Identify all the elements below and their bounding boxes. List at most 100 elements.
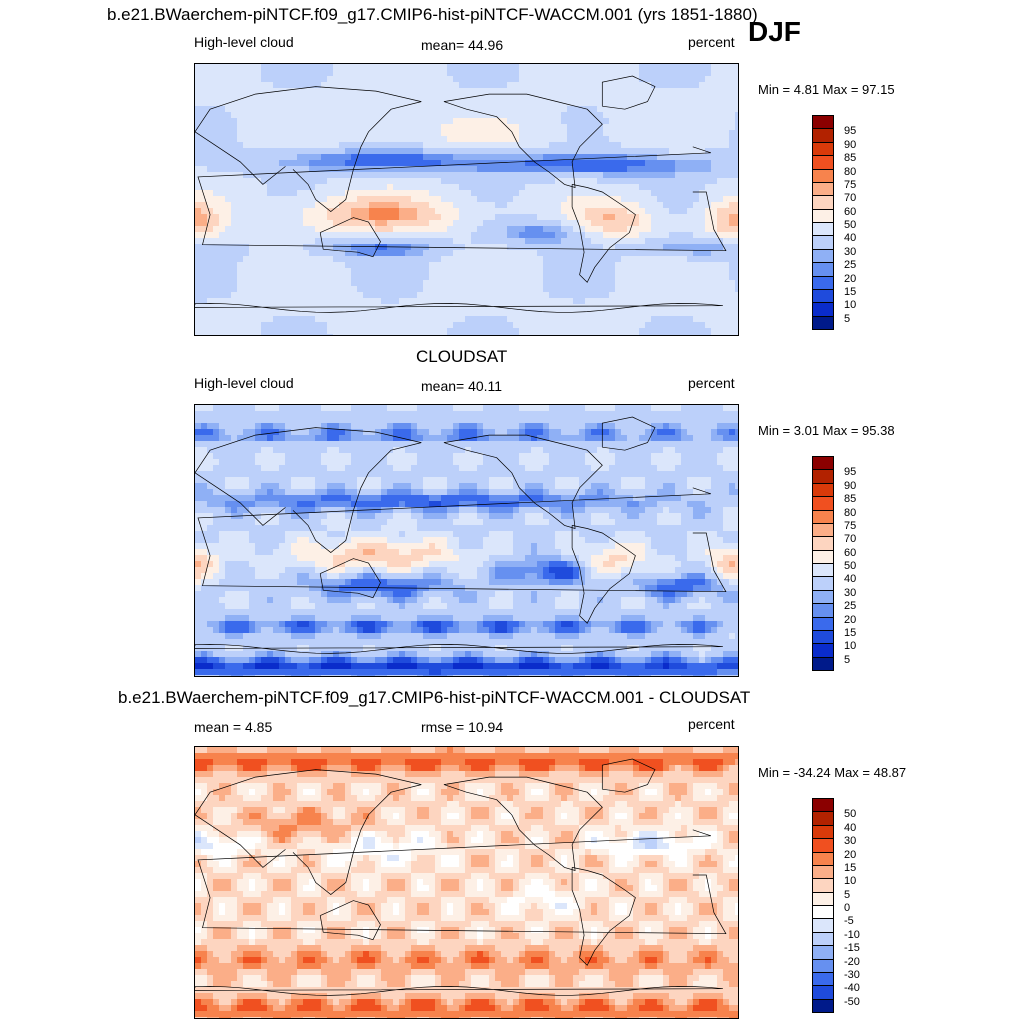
field-cell <box>441 405 448 412</box>
field-cell <box>207 429 214 436</box>
field-cell <box>369 196 376 203</box>
field-cell <box>507 262 514 269</box>
field-cell <box>375 316 382 323</box>
field-cell <box>513 238 520 245</box>
field-cell <box>543 304 550 311</box>
field-cell <box>675 238 682 245</box>
field-cell <box>351 214 358 221</box>
field-cell <box>735 423 738 430</box>
field-cell <box>555 112 562 119</box>
field-cell <box>579 256 586 263</box>
field-cell <box>237 417 244 424</box>
field-cell <box>201 160 208 167</box>
field-cell <box>315 208 322 215</box>
field-cell <box>663 166 670 173</box>
field-cell <box>543 226 550 233</box>
field-cell <box>309 100 316 107</box>
field-cell <box>219 250 226 257</box>
field-cell <box>639 214 646 221</box>
field-cell <box>381 148 388 155</box>
field-cell <box>477 441 484 448</box>
panel2-variable-label: High-level cloud <box>194 375 294 391</box>
field-cell <box>405 238 412 245</box>
field-cell <box>633 417 640 424</box>
field-cell <box>483 124 490 131</box>
field-cell <box>285 154 292 161</box>
field-cell <box>507 130 514 137</box>
field-cell <box>249 286 256 293</box>
coastline <box>571 184 636 283</box>
field-cell <box>603 94 610 101</box>
field-cell <box>273 136 280 143</box>
colorbar-swatch <box>812 235 834 250</box>
field-cell <box>513 178 520 185</box>
field-cell <box>705 70 712 77</box>
field-cell <box>483 208 490 215</box>
field-cell <box>387 88 394 95</box>
field-cell <box>321 322 328 329</box>
field-cell <box>291 286 298 293</box>
field-cell <box>543 178 550 185</box>
field-cell <box>681 172 688 179</box>
field-cell <box>537 256 544 263</box>
field-cell <box>483 256 490 263</box>
field-cell <box>645 160 652 167</box>
field-cell <box>579 310 586 317</box>
field-cell <box>375 94 382 101</box>
field-cell <box>693 244 700 251</box>
field-cell <box>225 118 232 125</box>
field-cell <box>669 82 676 89</box>
field-cell <box>543 292 550 299</box>
field-cell <box>273 220 280 227</box>
field-cell <box>207 238 214 245</box>
field-cell <box>327 310 334 317</box>
field-cell <box>627 70 634 77</box>
colorbar-swatch <box>812 222 834 237</box>
field-cell <box>267 262 274 269</box>
field-cell <box>453 166 460 173</box>
field-cell <box>471 417 478 424</box>
field-cell <box>393 286 400 293</box>
field-cell <box>195 411 202 418</box>
field-cell <box>339 268 346 275</box>
field-cell <box>501 82 508 89</box>
field-cell <box>543 232 550 239</box>
field-cell <box>573 262 580 269</box>
field-cell <box>537 226 544 233</box>
field-cell <box>711 262 718 269</box>
field-cell <box>669 232 676 239</box>
field-cell <box>225 226 232 233</box>
field-cell <box>465 64 472 71</box>
field-cell <box>483 280 490 287</box>
field-cell <box>651 136 658 143</box>
field-cell <box>675 250 682 257</box>
field-cell <box>549 136 556 143</box>
field-cell <box>249 268 256 275</box>
field-cell <box>351 190 358 197</box>
field-cell <box>567 232 574 239</box>
field-cell <box>495 136 502 143</box>
field-cell <box>333 70 340 77</box>
field-cell <box>399 70 406 77</box>
field-cell <box>663 298 670 305</box>
field-cell <box>531 130 538 137</box>
field-cell <box>255 417 262 424</box>
field-cell <box>357 178 364 185</box>
field-cell <box>717 423 724 430</box>
field-cell <box>225 148 232 155</box>
field-cell <box>423 423 430 430</box>
field-cell <box>489 106 496 113</box>
field-cell <box>675 184 682 191</box>
field-cell <box>537 106 544 113</box>
field-cell <box>393 304 400 311</box>
field-cell <box>297 274 304 281</box>
field-cell <box>333 82 340 89</box>
field-cell <box>201 70 208 77</box>
field-cell <box>441 130 448 137</box>
field-cell <box>381 64 388 71</box>
field-cell <box>489 435 496 442</box>
field-cell <box>225 196 232 203</box>
field-cell <box>237 136 244 143</box>
field-cell <box>723 190 730 197</box>
field-cell <box>543 417 550 424</box>
